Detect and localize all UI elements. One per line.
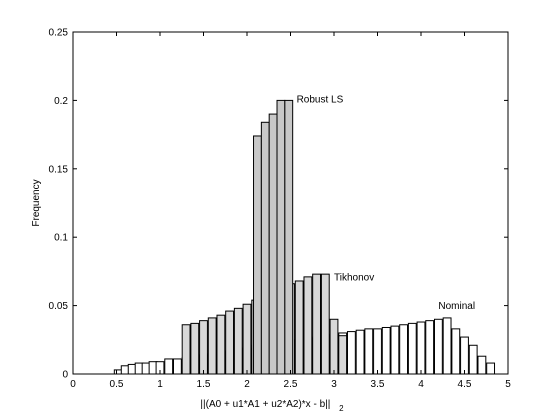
series-annotation: Robust LS [297, 95, 344, 106]
bar [390, 325, 400, 375]
bar [199, 320, 208, 375]
bar [172, 358, 182, 375]
bar [233, 307, 243, 375]
x-axis-label: ||(A0 + u1*A1 + u2*A2)*x - b|| 2 [200, 399, 344, 413]
y-axis-label: Frequency [31, 179, 42, 226]
series-annotation: Tikhonov [334, 272, 374, 283]
bar [207, 317, 217, 375]
annotations-layer: Robust LS Tikhonov Nominal [297, 95, 475, 313]
bars-layer [113, 99, 496, 375]
bar [225, 310, 235, 375]
bar [303, 276, 313, 375]
bar [416, 321, 426, 375]
y-tick-label: 0.05 [49, 301, 69, 312]
x-tick-label: 3 [331, 379, 337, 390]
x-tick-label: 4 [418, 379, 424, 390]
series-robust-ls [253, 99, 294, 375]
bar [253, 135, 262, 375]
bar [468, 344, 478, 375]
bar [181, 324, 191, 375]
y-tick-label: 0.15 [49, 164, 69, 175]
x-tick-label: 5 [505, 379, 511, 390]
bar [364, 328, 374, 375]
bar [373, 328, 382, 375]
bar [486, 362, 496, 375]
y-tick-label: 0 [62, 370, 68, 381]
x-tick-label: 2 [244, 379, 250, 390]
bar [407, 322, 417, 375]
bar [381, 326, 391, 375]
x-tick-label: 3.5 [371, 379, 385, 390]
bar [284, 99, 294, 375]
bar [268, 113, 278, 375]
bar [355, 329, 365, 375]
x-tick-label: 4.5 [458, 379, 472, 390]
bar [216, 314, 226, 375]
x-axis-label-subscript: 2 [339, 404, 344, 413]
bar [460, 336, 469, 375]
y-tick-label: 0.25 [49, 28, 69, 39]
bar [442, 317, 452, 375]
bar [260, 121, 270, 375]
bar [164, 358, 174, 375]
bar [399, 324, 409, 375]
x-tick-label: 1.5 [197, 379, 211, 390]
bar [329, 318, 339, 375]
bar [425, 320, 435, 375]
x-tick-label: 0.5 [110, 379, 124, 390]
bar [190, 322, 200, 375]
x-tick-label: 2.5 [284, 379, 298, 390]
series-annotation: Nominal [438, 301, 475, 312]
bar [451, 328, 461, 375]
bar [312, 273, 322, 375]
bar [294, 280, 304, 375]
bar [242, 303, 252, 375]
x-tick-label: 1 [157, 379, 163, 390]
y-tick-label: 0.2 [54, 96, 68, 107]
bar [433, 318, 443, 375]
bar [346, 331, 356, 375]
y-tick-label: 0.1 [54, 233, 68, 244]
bar [276, 99, 286, 375]
bar [338, 335, 348, 375]
ticks-layer: 0 0.5 1 1.5 2 2.5 3 3.5 4 4.5 5 0 0.05 0.1 0.15 0.2 0.25 [49, 28, 512, 391]
x-tick-label: 0 [70, 379, 76, 390]
bar [477, 355, 487, 375]
bar [320, 273, 330, 375]
x-axis-label-main: ||(A0 + u1*A1 + u2*A2)*x - b|| [200, 399, 330, 410]
